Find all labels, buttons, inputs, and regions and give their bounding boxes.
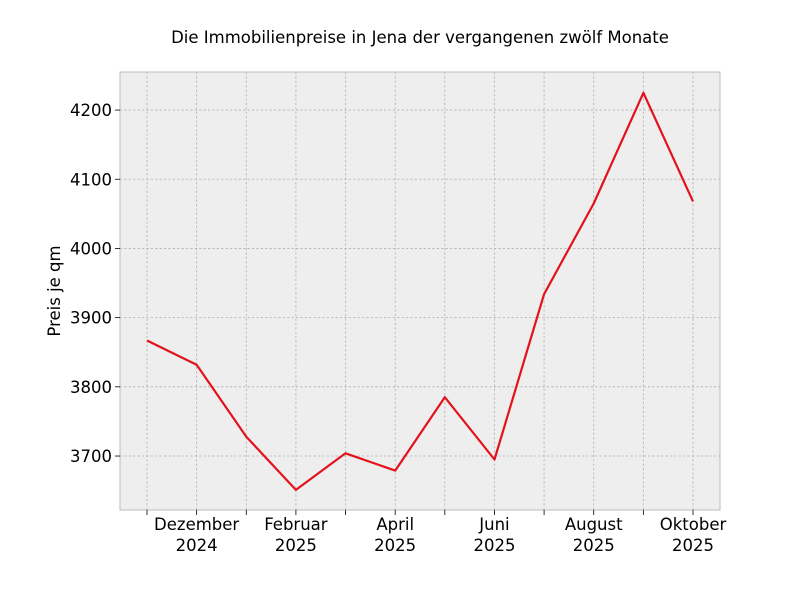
y-tick-label: 3700 xyxy=(70,447,112,466)
series-line xyxy=(146,91,695,491)
series-layer xyxy=(146,91,695,491)
axis-ticks xyxy=(115,109,694,515)
grid-lines xyxy=(120,72,720,510)
y-tick-label: 4200 xyxy=(70,101,112,120)
x-tick-label: April 2025 xyxy=(374,515,416,555)
x-tick-label: Dezember 2024 xyxy=(154,515,239,555)
tick-labels: 3700 3800 3900 4000 4100 4200 Dezember 2024 Febr… xyxy=(70,101,726,555)
y-tick-label: 4000 xyxy=(70,239,112,258)
y-tick-label: 3800 xyxy=(70,378,112,397)
y-tick-label: 4100 xyxy=(70,170,112,189)
x-tick-label: Oktober 2025 xyxy=(660,515,727,555)
chart-title: Die Immobilienpreise in Jena der vergang… xyxy=(171,28,669,47)
x-tick-label: August 2025 xyxy=(565,515,623,555)
y-tick-label: 3900 xyxy=(70,309,112,328)
plot-area xyxy=(119,71,721,511)
x-tick-label: Juni 2025 xyxy=(473,515,515,555)
x-tick-label: Februar 2025 xyxy=(264,515,328,555)
y-axis-label: Preis je qm xyxy=(45,245,64,336)
